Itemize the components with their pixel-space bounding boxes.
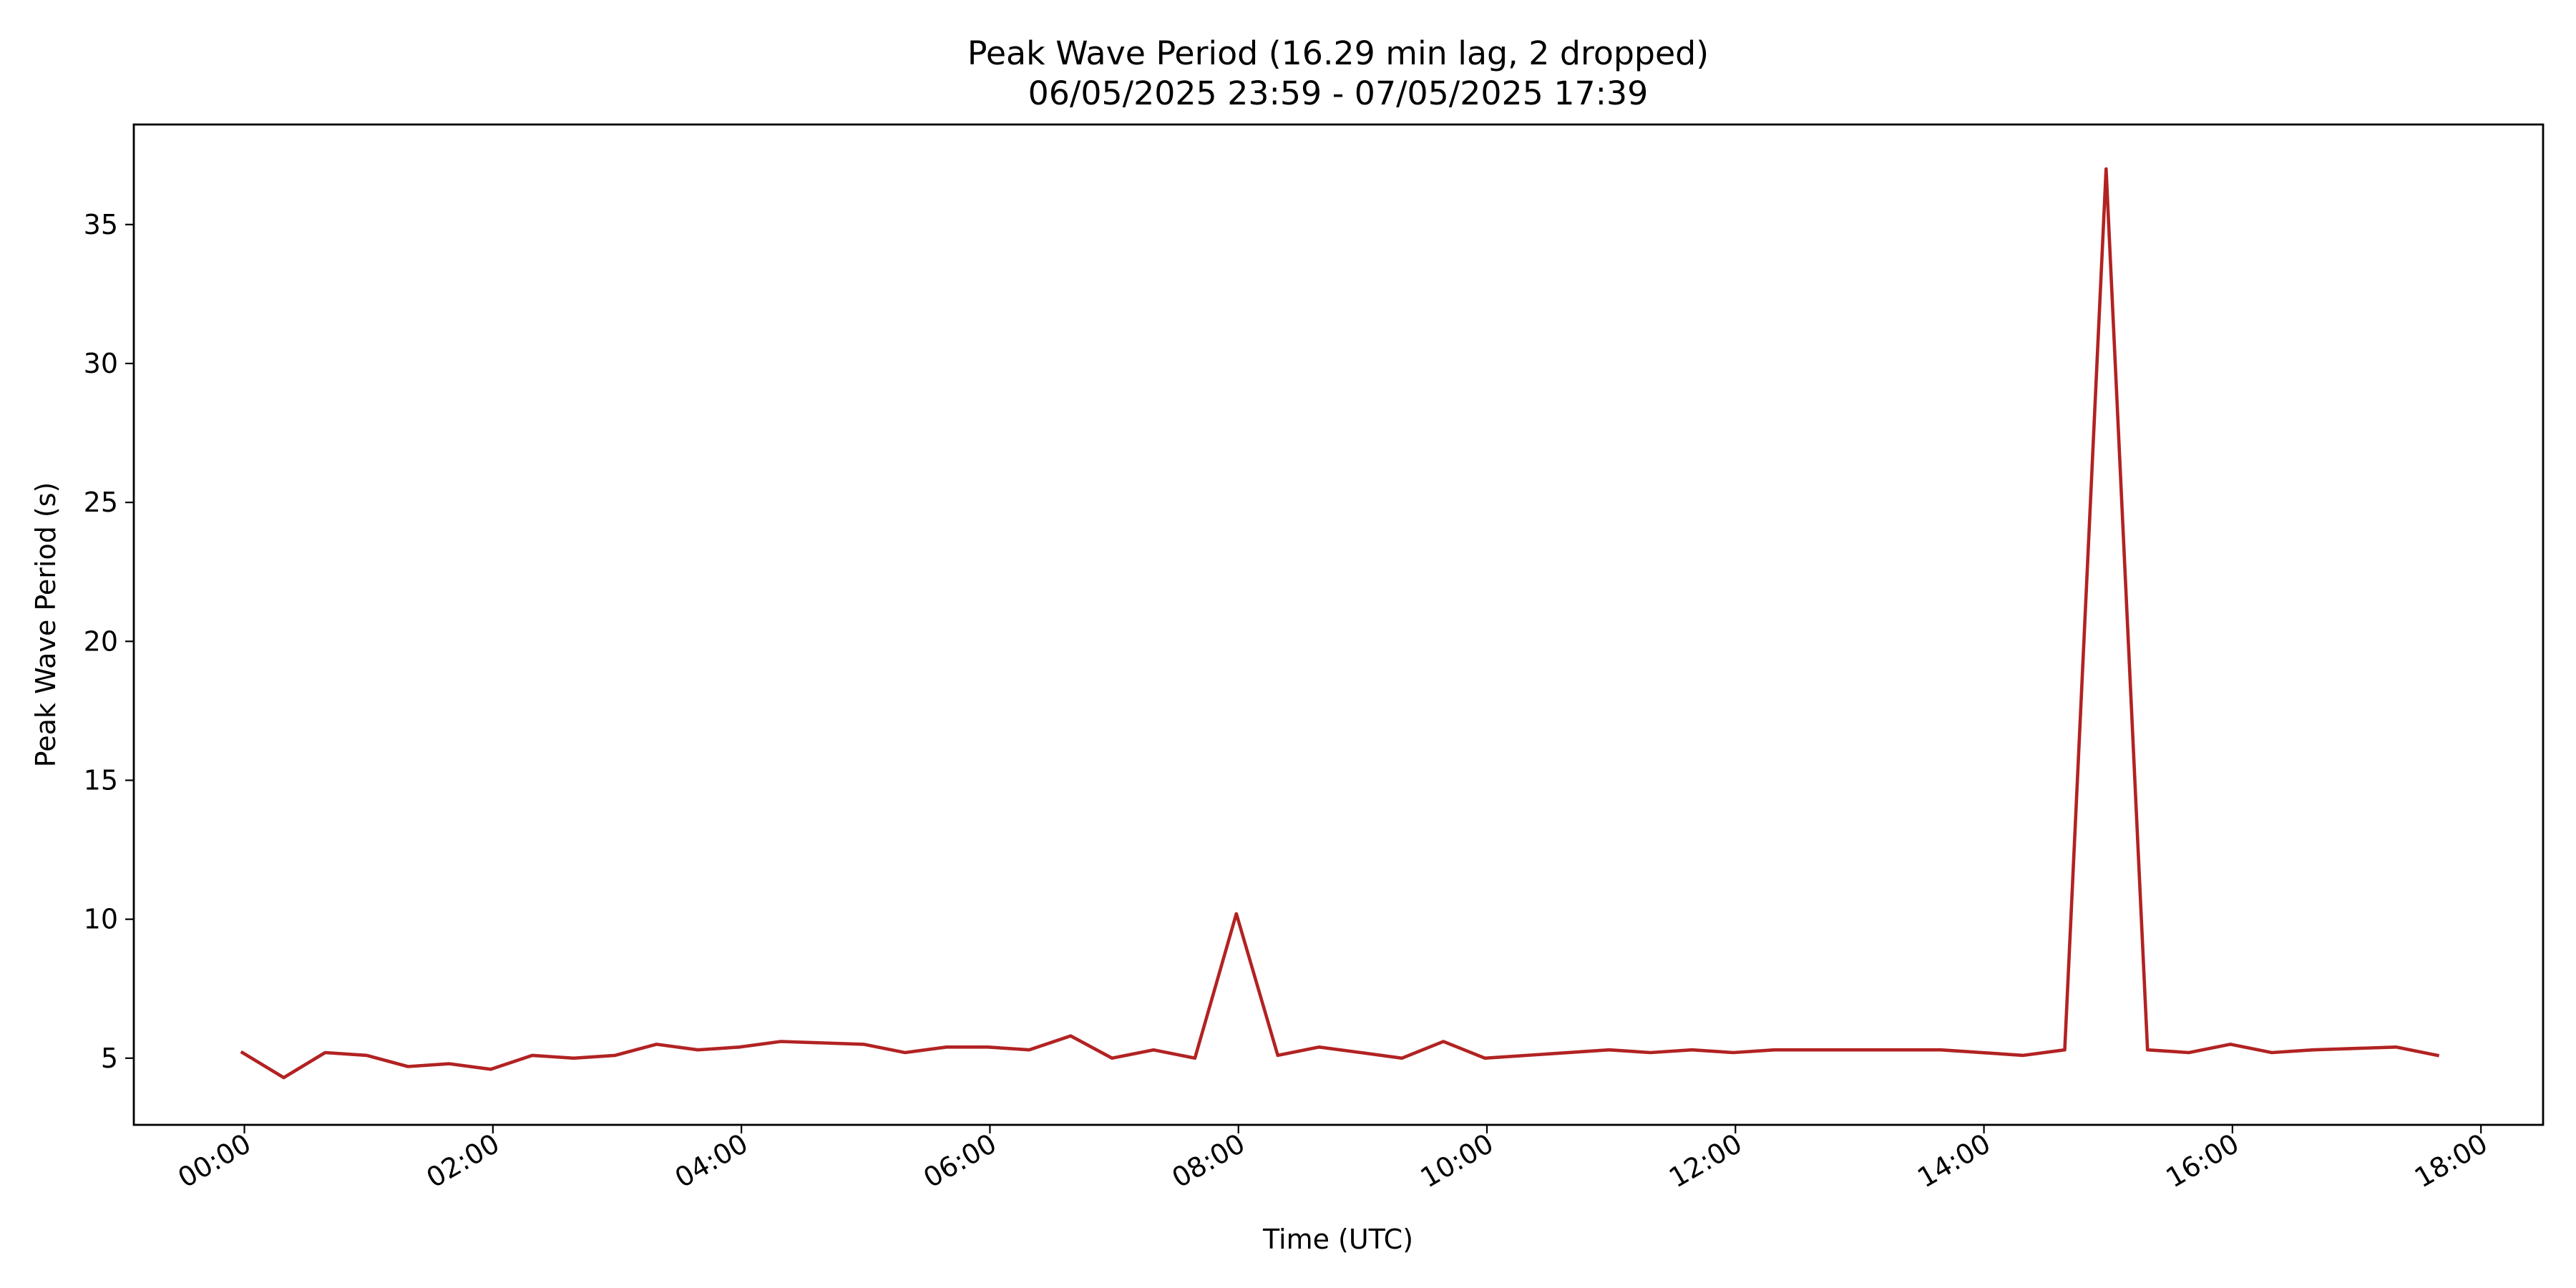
y-axis-label: Peak Wave Period (s) — [30, 482, 62, 768]
y-tick-label: 25 — [84, 487, 118, 518]
chart-title: Peak Wave Period (16.29 min lag, 2 dropp… — [967, 34, 1709, 72]
y-tick-label: 35 — [84, 209, 118, 240]
y-tick-label: 20 — [84, 625, 118, 657]
plot-area — [240, 167, 2440, 1080]
y-axis: 5 10 15 20 25 30 35 — [84, 209, 134, 1074]
plot-frame — [132, 123, 2545, 1126]
y-tick-label: 30 — [84, 348, 118, 379]
chart-subtitle: 06/05/2025 23:59 - 07/05/2025 17:39 — [1028, 74, 1649, 112]
series-line — [240, 167, 2440, 1080]
x-axis-label: Time (UTC) — [1262, 1224, 1413, 1255]
y-tick-label: 5 — [101, 1043, 118, 1074]
y-tick-label: 15 — [84, 764, 118, 796]
y-tick-label: 10 — [84, 904, 118, 935]
